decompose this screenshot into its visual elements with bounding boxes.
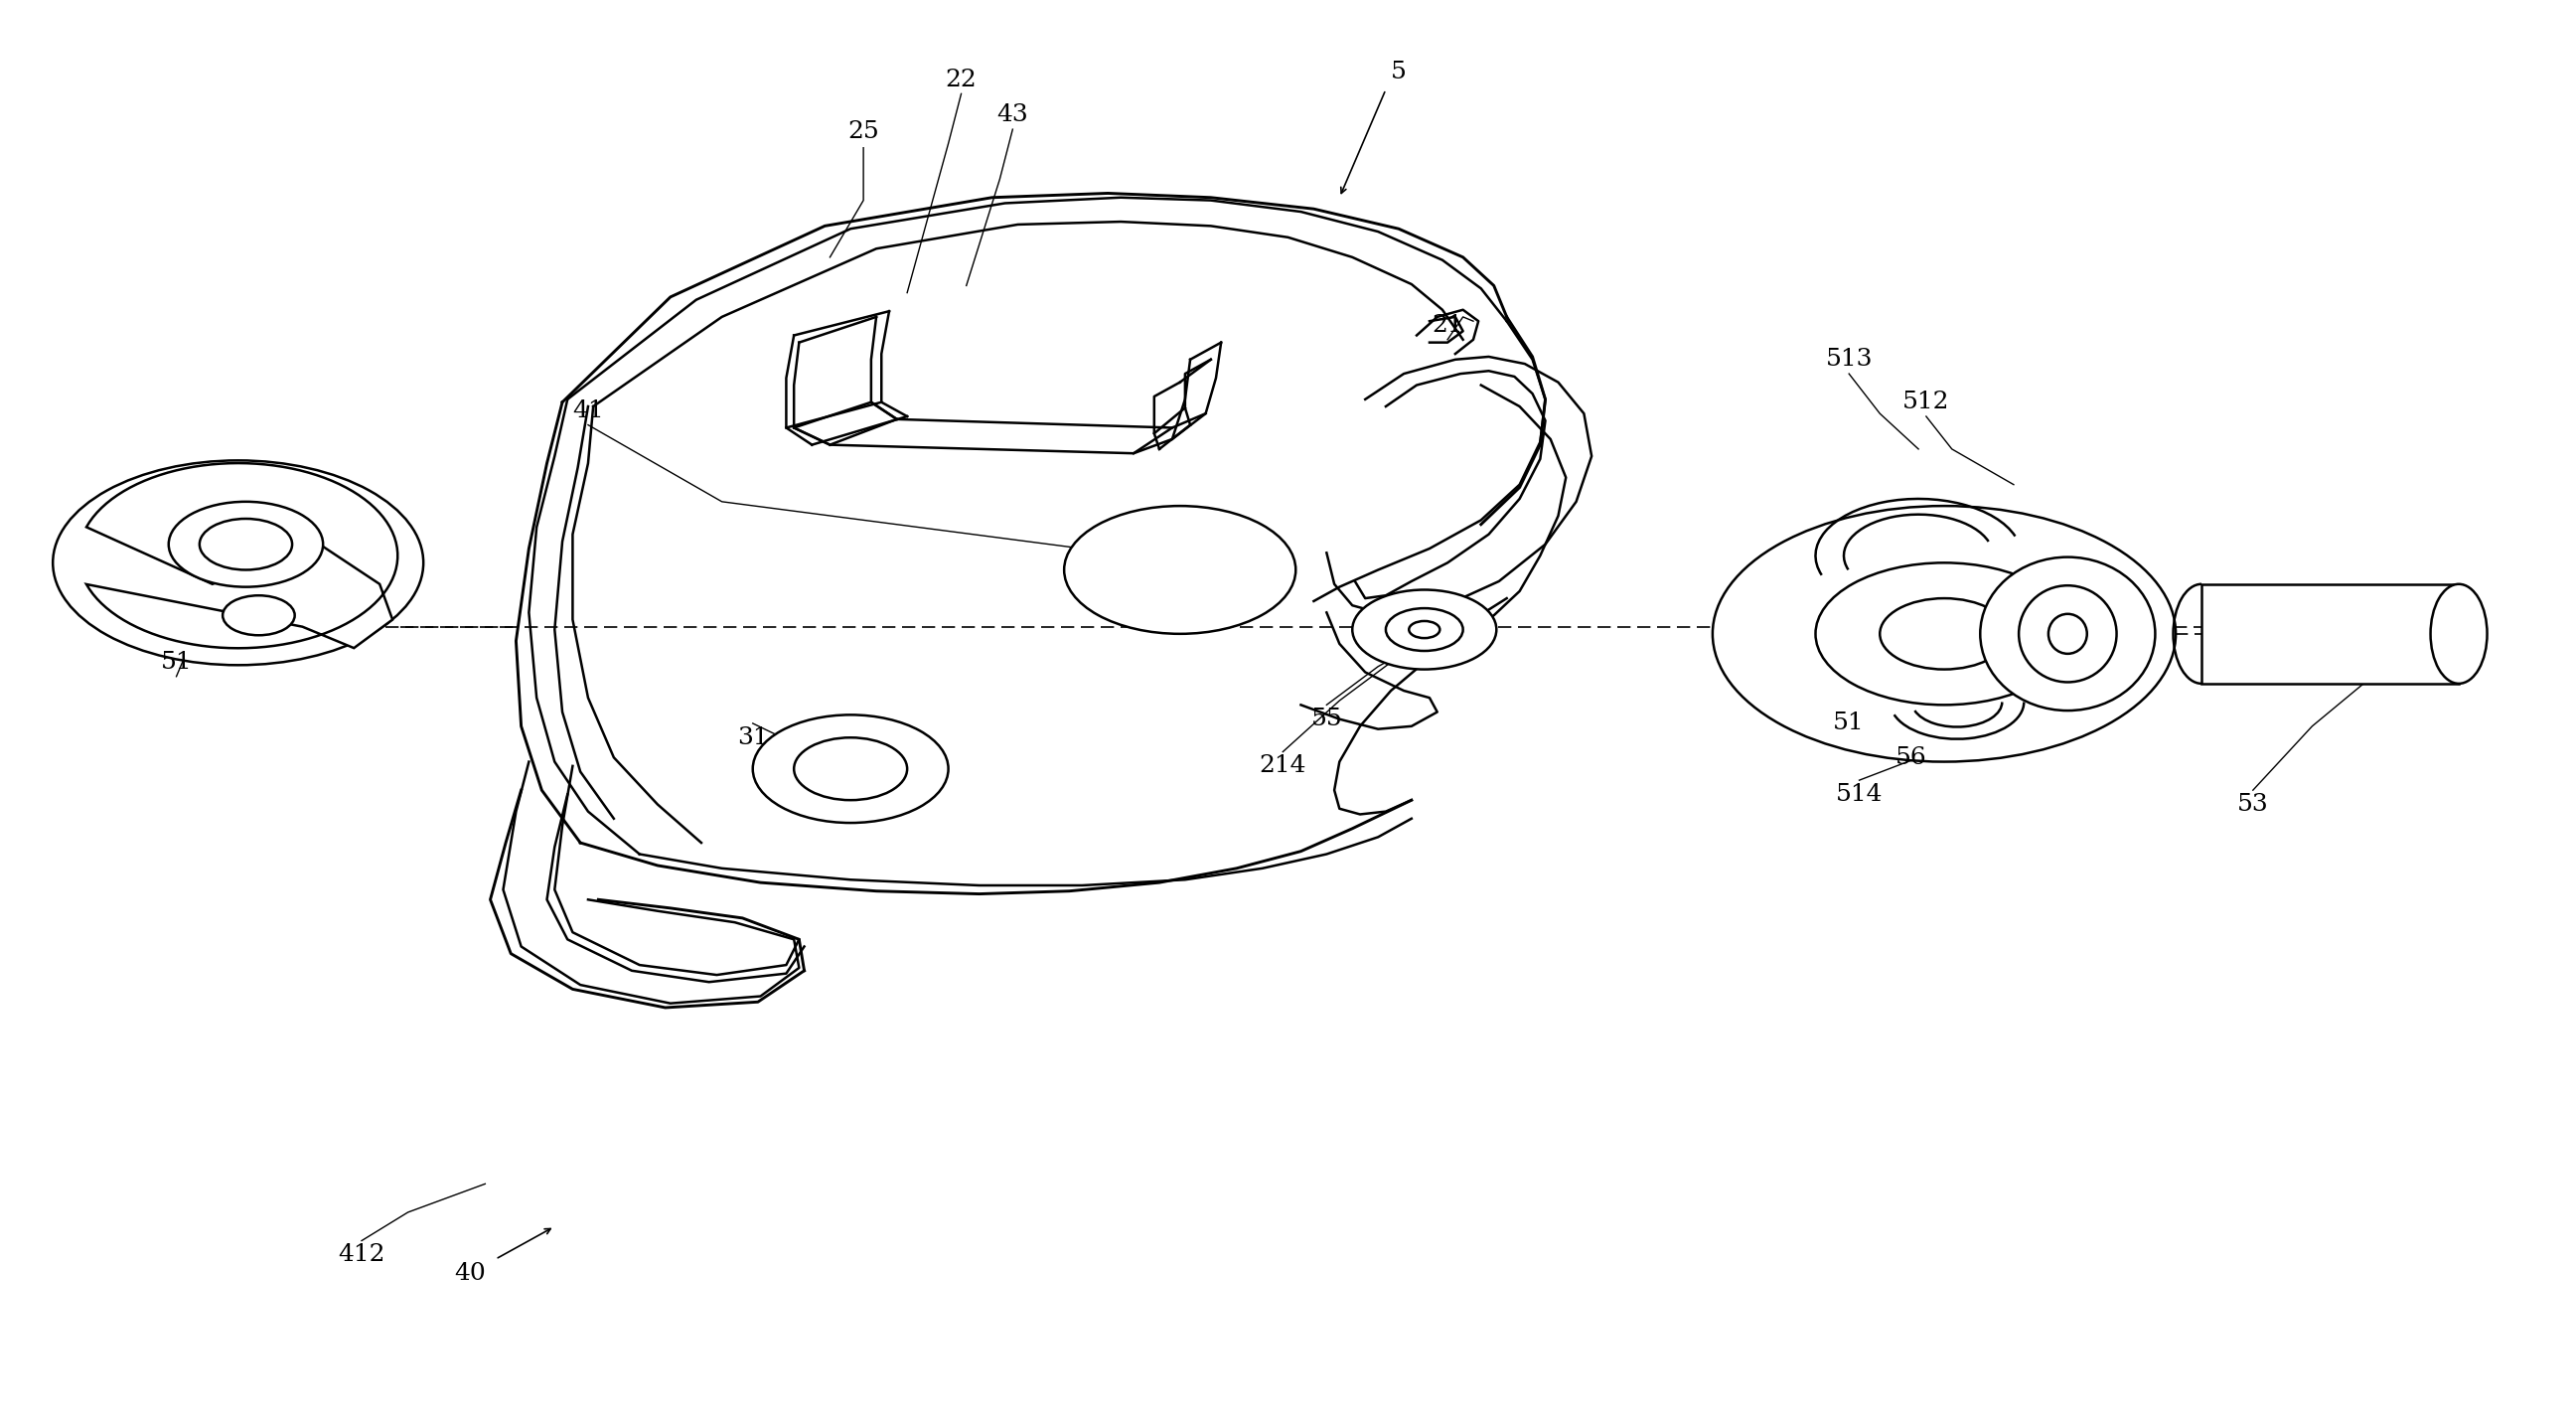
Ellipse shape [2432, 584, 2488, 684]
Text: 51: 51 [160, 651, 193, 674]
Text: 41: 41 [572, 399, 603, 422]
Text: 512: 512 [1904, 390, 1950, 413]
Text: 214: 214 [1260, 755, 1306, 778]
Ellipse shape [1981, 557, 2156, 711]
Circle shape [1713, 506, 2177, 762]
Text: 55: 55 [1311, 708, 1342, 731]
Text: 513: 513 [1826, 347, 1873, 372]
Text: 21: 21 [1432, 315, 1463, 337]
Circle shape [222, 595, 294, 635]
Circle shape [1816, 562, 2074, 705]
Circle shape [1352, 590, 1497, 669]
Text: 25: 25 [848, 121, 878, 144]
Text: 40: 40 [453, 1262, 484, 1284]
Text: 43: 43 [997, 104, 1028, 127]
Text: 5: 5 [1391, 61, 1406, 84]
Text: 514: 514 [1837, 783, 1883, 806]
Circle shape [1880, 598, 2009, 669]
Text: 31: 31 [737, 726, 768, 749]
Circle shape [793, 738, 907, 800]
Text: 412: 412 [337, 1243, 386, 1266]
Text: 56: 56 [1896, 746, 1927, 769]
Circle shape [1386, 608, 1463, 651]
Text: 22: 22 [945, 68, 976, 91]
Ellipse shape [2020, 585, 2117, 682]
Bar [2202, 584, 2460, 684]
Circle shape [752, 715, 948, 823]
Polygon shape [88, 463, 397, 648]
Circle shape [1064, 506, 1296, 634]
Text: 53: 53 [2236, 793, 2269, 816]
Circle shape [167, 501, 322, 587]
Text: 51: 51 [1834, 712, 1865, 735]
Ellipse shape [2048, 614, 2087, 654]
Circle shape [198, 518, 291, 570]
Circle shape [54, 460, 422, 665]
